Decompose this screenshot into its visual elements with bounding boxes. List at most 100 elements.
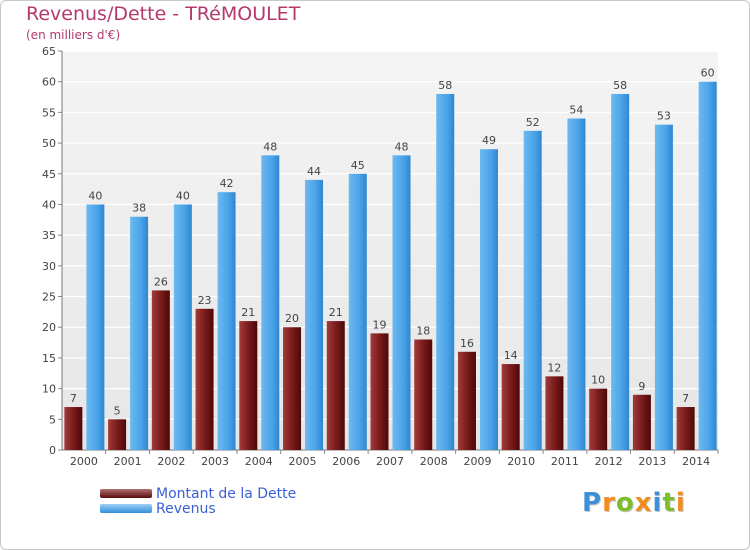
data-label: 12 — [547, 361, 561, 374]
bar-dette — [195, 308, 214, 450]
logo-letter: i — [675, 488, 686, 518]
bar-revenus — [305, 179, 324, 450]
bar-revenus — [479, 149, 498, 450]
x-tick-label: 2011 — [551, 455, 579, 468]
bar-revenus — [217, 192, 236, 450]
bar-revenus — [173, 204, 192, 450]
data-label: 16 — [460, 337, 474, 350]
data-label: 44 — [307, 165, 321, 178]
bar-dette — [632, 394, 651, 450]
proxiti-logo: Proxiti — [582, 488, 686, 518]
x-tick-label: 2000 — [70, 455, 98, 468]
chart-subtitle: (en milliers d'€) — [26, 28, 121, 42]
plot-area — [62, 51, 718, 450]
y-tick-label: 55 — [42, 106, 56, 119]
bar-revenus — [261, 155, 280, 450]
x-tick-label: 2001 — [114, 455, 142, 468]
legend: Montant de la Dette Revenus — [100, 485, 297, 517]
legend-swatch-dette — [100, 489, 152, 498]
data-label: 38 — [132, 202, 146, 215]
data-label: 42 — [220, 177, 234, 190]
x-tick-label: 2004 — [245, 455, 273, 468]
data-label: 21 — [241, 306, 255, 319]
bar-dette — [283, 327, 302, 450]
bar-dette — [545, 376, 564, 450]
logo-letter: r — [602, 488, 616, 518]
data-label: 48 — [263, 140, 277, 153]
data-label: 54 — [569, 104, 583, 117]
legend-item-dette: Montant de la Dette — [100, 485, 297, 502]
logo-letter: P — [582, 488, 603, 518]
bar-dette — [108, 419, 127, 450]
y-tick-label: 10 — [42, 383, 56, 396]
bar-revenus — [654, 124, 673, 451]
bar-dette — [326, 321, 345, 450]
x-tick-label: 2012 — [595, 455, 623, 468]
x-tick-label: 2005 — [289, 455, 317, 468]
data-label: 9 — [638, 380, 645, 393]
y-tick-label: 15 — [42, 352, 56, 365]
x-tick-label: 2013 — [638, 455, 666, 468]
logo-letter: t — [662, 488, 676, 518]
y-tick-label: 60 — [42, 76, 56, 89]
data-label: 7 — [682, 392, 689, 405]
chart-title: Revenus/Dette - TRéMOULET — [26, 3, 301, 25]
data-label: 18 — [416, 325, 430, 338]
bar-revenus — [392, 155, 411, 450]
data-label: 14 — [504, 349, 518, 362]
bar-dette — [239, 321, 258, 450]
data-label: 53 — [657, 110, 671, 123]
data-label: 48 — [395, 140, 409, 153]
data-label: 45 — [351, 159, 365, 172]
data-label: 5 — [114, 404, 121, 417]
x-tick-label: 2010 — [507, 455, 535, 468]
x-tick-label: 2009 — [463, 455, 491, 468]
x-tick-label: 2008 — [420, 455, 448, 468]
data-label: 7 — [70, 392, 77, 405]
y-tick-label: 45 — [42, 168, 56, 181]
data-label: 49 — [482, 134, 496, 147]
y-tick-label: 65 — [42, 45, 56, 58]
bar-revenus — [523, 130, 542, 451]
y-tick-label: 25 — [42, 291, 56, 304]
logo-letter: x — [634, 488, 653, 518]
legend-swatch-revenus — [100, 504, 152, 513]
y-tick-label: 35 — [42, 229, 56, 242]
bar-dette — [64, 407, 83, 450]
legend-label-revenus: Revenus — [156, 500, 216, 517]
logo-letter: o — [615, 488, 635, 518]
bar-revenus — [698, 81, 717, 450]
data-label: 10 — [591, 374, 605, 387]
bar-revenus — [611, 93, 630, 450]
y-tick-label: 30 — [42, 260, 56, 273]
bar-revenus — [348, 173, 367, 450]
bar-dette — [151, 290, 170, 450]
data-label: 21 — [329, 306, 343, 319]
bar-dette — [370, 333, 389, 450]
bar-dette — [457, 351, 476, 450]
data-label: 20 — [285, 312, 299, 325]
bar-dette — [501, 364, 520, 450]
x-tick-label: 2003 — [201, 455, 229, 468]
y-tick-label: 0 — [49, 444, 56, 457]
bar-dette — [676, 407, 695, 450]
bar-revenus — [130, 216, 149, 450]
y-tick-label: 50 — [42, 137, 56, 150]
legend-item-revenus: Revenus — [100, 500, 296, 517]
x-tick-label: 2014 — [682, 455, 710, 468]
data-label: 58 — [613, 79, 627, 92]
y-tick-label: 40 — [42, 198, 56, 211]
legend-label-dette: Montant de la Dette — [156, 485, 297, 502]
logo-letter: i — [652, 488, 663, 518]
data-label: 52 — [526, 116, 540, 129]
data-label: 26 — [154, 275, 168, 288]
x-tick-label: 2006 — [332, 455, 360, 468]
bar-revenus — [86, 204, 105, 450]
bar-revenus — [436, 93, 455, 450]
data-label: 19 — [373, 318, 387, 331]
bar-dette — [589, 388, 608, 450]
x-tick-label: 2002 — [157, 455, 185, 468]
data-label: 40 — [176, 189, 190, 202]
y-tick-label: 20 — [42, 321, 56, 334]
